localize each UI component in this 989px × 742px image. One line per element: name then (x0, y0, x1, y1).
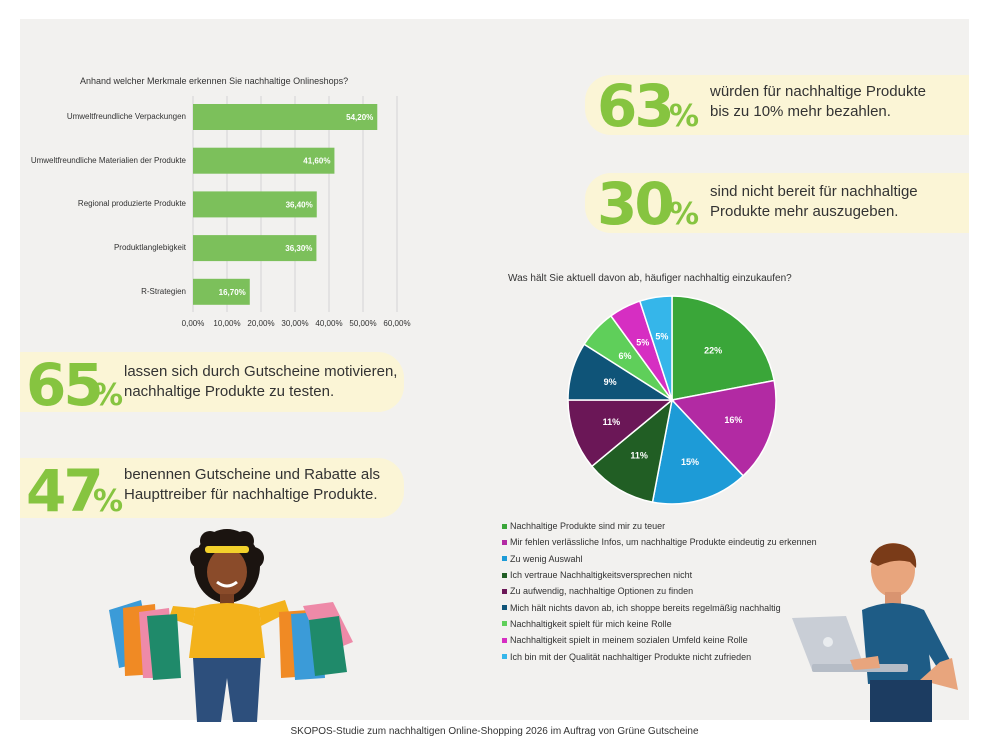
stat-number: 65 (26, 351, 104, 419)
pie-slice (638, 295, 673, 401)
legend-swatch (502, 556, 507, 562)
x-tick-label: 60,00% (383, 319, 410, 328)
stat-number: 30 (597, 170, 675, 238)
legend-item: Zu aufwendig, nachhaltige Optionen zu fi… (502, 583, 817, 599)
legend-label: Nachhaltigkeit spielt für mich keine Rol… (510, 618, 672, 629)
stat-text-line: würden für nachhaltige Produkte (710, 83, 926, 100)
x-tick-label: 0,00% (182, 319, 205, 328)
legend-swatch (502, 637, 507, 643)
bar-value-label: 36,30% (285, 244, 312, 253)
man-laptop-illustration (792, 543, 958, 722)
pie-slice (651, 398, 745, 505)
stat-text: lassen sich durch Gutscheine motivieren,… (124, 362, 397, 402)
x-tick-label: 40,00% (315, 319, 342, 328)
legend-label: Mich hält nichts davon ab, ich shoppe be… (510, 602, 781, 613)
bar (193, 278, 250, 305)
stat-percent: % (93, 378, 124, 413)
legend-item: Nachhaltigkeit spielt in meinem sozialen… (502, 632, 817, 648)
pie-slice-label: 11% (603, 417, 621, 427)
legend-item: Ich bin mit der Qualität nachhaltiger Pr… (502, 648, 817, 664)
legend-item: Mir fehlen verlässliche Infos, um nachha… (502, 534, 817, 550)
legend-swatch (502, 539, 507, 545)
legend-label: Nachhaltigkeit spielt in meinem sozialen… (510, 635, 748, 646)
legend-item: Ich vertraue Nachhaltigkeitsversprechen … (502, 567, 817, 583)
stat-text-line: sind nicht bereit für nachhaltige (710, 183, 918, 200)
legend-item: Nachhaltigkeit spielt für mich keine Rol… (502, 616, 817, 632)
legend-label: Nachhaltige Produkte sind mir zu teuer (510, 521, 666, 532)
legend-swatch (502, 523, 507, 529)
legend-swatch (502, 605, 507, 611)
stat-card-63 (585, 75, 969, 135)
legend-item: Nachhaltige Produkte sind mir zu teuer (502, 518, 817, 534)
pie-slice (670, 379, 777, 477)
bar (193, 235, 317, 262)
stat-text-line: benennen Gutscheine und Rabatte als (124, 466, 381, 483)
bar-value-label: 41,60% (303, 157, 330, 166)
stat-card-65 (20, 352, 404, 412)
pie-slice-label: 5% (655, 331, 668, 341)
stat-text-line: Haupttreiber für nachhaltige Produkte. (124, 486, 378, 503)
stat-card-47 (20, 458, 404, 518)
pie-slice-label: 11% (630, 451, 648, 461)
legend-swatch (502, 654, 507, 660)
stat-text: würden für nachhaltige Produkte bis zu 1… (710, 82, 926, 122)
bar (193, 147, 335, 174)
pie-slice-label: 6% (618, 351, 631, 361)
bar-value-label: 16,70% (219, 288, 246, 297)
bar-category-label: Produktlanglebigkeit (113, 243, 186, 253)
x-tick-label: 10,00% (213, 319, 240, 328)
source-footer: SKOPOS-Studie zum nachhaltigen Online-Sh… (290, 726, 699, 737)
legend-label: Zu wenig Auswahl (510, 553, 583, 564)
x-tick-label: 50,00% (349, 319, 376, 328)
legend-label: Ich vertraue Nachhaltigkeitsversprechen … (510, 570, 693, 581)
stat-text-line: nachhaltige Produkte zu testen. (124, 383, 335, 400)
bar-chart-title: Anhand welcher Merkmale erkennen Sie nac… (80, 76, 349, 86)
pie-slice (590, 398, 674, 504)
stat-text: benennen Gutscheine und Rabatte als Haup… (124, 465, 380, 505)
legend-label: Zu aufwendig, nachhaltige Optionen zu fi… (510, 586, 694, 597)
pie-chart-title: Was hält Sie aktuell davon ab, häufiger … (508, 273, 792, 284)
stat-percent: % (93, 484, 124, 519)
stat-text-line: lassen sich durch Gutscheine motivieren, (124, 363, 398, 380)
bar-category-label: Umweltfreundliche Materialien der Produk… (30, 155, 186, 165)
bar-category-label: Regional produzierte Produkte (77, 199, 186, 209)
stat-number: 63 (597, 72, 675, 140)
stat-card-30 (585, 173, 969, 233)
pie-slice-label: 15% (681, 457, 699, 467)
pie-chart: 22% 16% 15% 11% 11% 9% 6% 5% 5% (567, 295, 777, 505)
x-tick-label: 20,00% (247, 319, 274, 328)
legend-item: Mich hält nichts davon ab, ich shoppe be… (502, 599, 817, 615)
bar-value-label: 54,20% (346, 113, 373, 122)
stat-number: 47 (26, 457, 104, 525)
bar (193, 104, 378, 130)
stat-text: sind nicht bereit für nachhaltige Produk… (710, 182, 918, 222)
bar-value-label: 36,40% (286, 200, 313, 209)
pie-slice (567, 399, 675, 468)
x-tick-label: 30,00% (281, 319, 308, 328)
legend-item: Zu wenig Auswahl (502, 551, 817, 567)
pie-chart-legend: Nachhaltige Produkte sind mir zu teuer Mi… (502, 518, 817, 665)
stat-percent: % (669, 197, 700, 232)
pie-slice (671, 295, 776, 401)
legend-label: Mir fehlen verlässliche Infos, um nachha… (510, 537, 817, 548)
bar-category-label: Umweltfreundliche Verpackungen (66, 112, 186, 121)
bar (193, 191, 317, 218)
legend-swatch (502, 572, 507, 578)
woman-shopping-bags-illustration (109, 529, 353, 722)
pie-slice-label: 22% (704, 345, 722, 355)
bar-category-label: R-Strategien (141, 286, 186, 296)
legend-swatch (502, 588, 507, 594)
legend-swatch (502, 621, 507, 627)
stat-text-line: Produkte mehr auszugeben. (710, 203, 899, 220)
legend-label: Ich bin mit der Qualität nachhaltiger Pr… (510, 651, 752, 662)
stat-text-line: bis zu 10% mehr bezahlen. (710, 103, 891, 120)
pie-slice-label: 9% (604, 377, 617, 387)
pie-slice-label: 16% (724, 415, 742, 425)
stat-percent: % (669, 99, 700, 134)
pie-slice-label: 5% (636, 338, 649, 348)
